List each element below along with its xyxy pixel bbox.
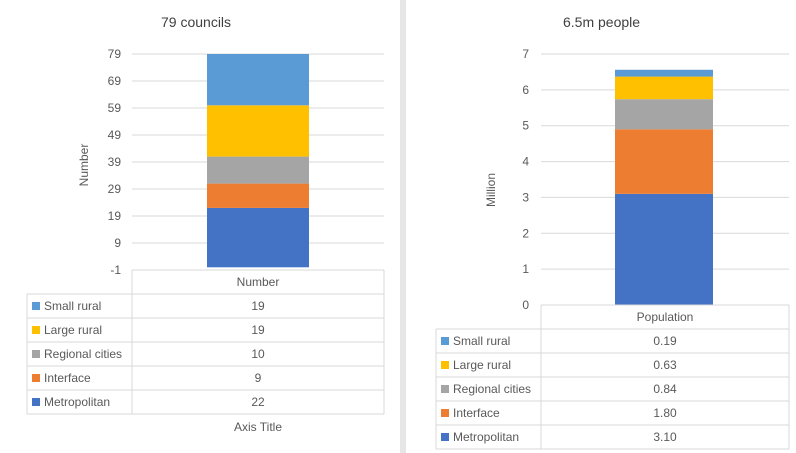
legend-label: Metropolitan — [453, 430, 519, 444]
data-label: 19 — [251, 323, 265, 337]
bar-segment-large-rural — [615, 76, 713, 100]
y-tick-label: 1 — [522, 262, 529, 276]
bar-segment-small-rural — [207, 54, 309, 106]
legend-key-regional-cities — [32, 350, 40, 358]
legend-label: Large rural — [44, 323, 102, 337]
y-tick-label: 79 — [108, 47, 122, 61]
y-tick-label: 19 — [108, 209, 122, 223]
data-label: 0.19 — [653, 334, 677, 348]
data-label: 22 — [251, 395, 265, 409]
population-chart-panel: 6.5m people 7 6 5 4 3 2 1 0 Million Population Sma… — [406, 0, 796, 453]
data-label: 3.10 — [653, 430, 677, 444]
population-chart: 7 6 5 4 3 2 1 0 Million Population Small rural 0.19… — [435, 47, 790, 450]
data-label: 10 — [251, 347, 265, 361]
panel-divider — [400, 0, 406, 453]
data-label: 0.63 — [653, 358, 677, 372]
legend-key-small-rural — [32, 302, 40, 310]
y-axis-title: Number — [77, 144, 91, 187]
legend-label: Small rural — [44, 299, 101, 313]
bar-segment-interface — [615, 129, 713, 194]
legend-key-large-rural — [441, 361, 449, 369]
bar-segment-regional-cities — [615, 99, 713, 130]
legend-key-metropolitan — [32, 398, 40, 406]
legend-label: Interface — [44, 371, 91, 385]
chart-title: 79 councils — [161, 14, 232, 30]
legend-label: Regional cities — [453, 382, 531, 396]
data-label: 1.80 — [653, 406, 677, 420]
data-label: 9 — [255, 371, 262, 385]
legend-key-interface — [32, 374, 40, 382]
y-tick-label: 49 — [108, 128, 122, 142]
councils-chart-panel: 79 councils 79 69 59 49 39 29 19 9 -1 Number Numbe… — [26, 14, 385, 434]
legend-key-metropolitan — [441, 433, 449, 441]
bar-segment-small-rural — [615, 69, 713, 77]
y-tick-label: 9 — [114, 236, 121, 250]
y-tick-label: -1 — [110, 263, 121, 277]
data-label: 0.84 — [653, 382, 677, 396]
y-tick-label: 2 — [522, 226, 529, 240]
councils-chart: 79 69 59 49 39 29 19 9 -1 Number Number Small rural… — [26, 47, 385, 434]
legend-key-small-rural — [441, 337, 449, 345]
bar-segment-metropolitan — [207, 207, 309, 268]
y-tick-label: 29 — [108, 182, 122, 196]
legend-key-large-rural — [32, 326, 40, 334]
y-tick-label: 0 — [522, 298, 529, 312]
y-tick-label: 69 — [108, 74, 122, 88]
y-axis-title: Million — [484, 173, 498, 207]
category-label: Population — [637, 310, 694, 324]
bar-segment-large-rural — [207, 105, 309, 157]
legend-key-regional-cities — [441, 385, 449, 393]
y-tick-label: 59 — [108, 101, 122, 115]
bar-segment-regional-cities — [207, 156, 309, 184]
legend-label: Small rural — [453, 334, 510, 348]
y-tick-label: 7 — [522, 47, 529, 61]
y-tick-label: 3 — [522, 190, 529, 204]
category-label: Number — [237, 275, 280, 289]
y-tick-label: 5 — [522, 119, 529, 133]
bar-segment-interface — [207, 183, 309, 208]
chart-title: 6.5m people — [563, 14, 641, 30]
y-tick-label: 4 — [522, 155, 529, 169]
legend-label: Large rural — [453, 358, 511, 372]
data-label: 19 — [251, 299, 265, 313]
legend-label: Metropolitan — [44, 395, 110, 409]
y-tick-label: 39 — [108, 155, 122, 169]
bar-segment-metropolitan — [615, 193, 713, 305]
legend-label: Regional cities — [44, 347, 122, 361]
legend-key-interface — [441, 409, 449, 417]
legend-label: Interface — [453, 406, 500, 420]
x-axis-title: Axis Title — [234, 420, 282, 434]
y-tick-label: 6 — [522, 83, 529, 97]
